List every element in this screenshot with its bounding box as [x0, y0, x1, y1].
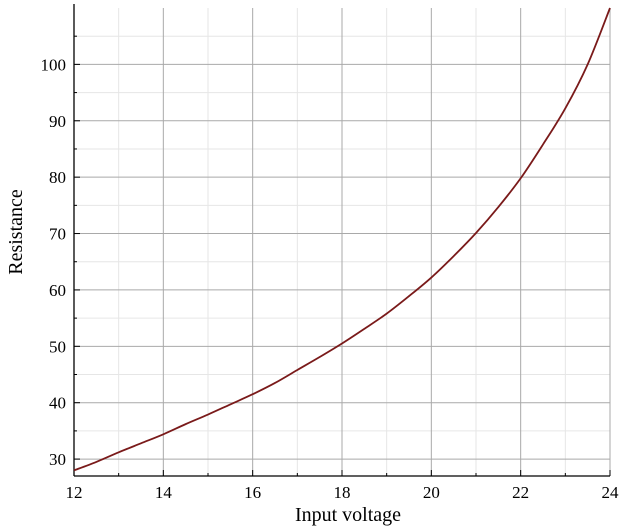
y-tick-label: 70 — [49, 225, 66, 244]
x-tick-label: 24 — [602, 483, 620, 502]
x-axis-title: Input voltage — [295, 504, 401, 526]
series-line — [73, 7, 611, 472]
series-group — [73, 7, 611, 472]
y-tick-label: 60 — [49, 281, 66, 300]
y-tick-label: 90 — [49, 112, 66, 131]
tick-marks — [73, 35, 611, 476]
tick-labels: 12 14 16 18 20 22 24 30 40 50 60 70 80 90 100 — [41, 55, 620, 502]
y-tick-label: 50 — [49, 337, 66, 356]
y-tick-label: 30 — [49, 450, 66, 469]
x-tick-label: 14 — [155, 483, 173, 502]
x-tick-label: 16 — [244, 483, 261, 502]
y-axis-title: Resistance — [5, 189, 27, 275]
y-tick-label: 100 — [41, 55, 67, 74]
x-tick-label: 18 — [334, 483, 351, 502]
x-tick-label: 22 — [512, 483, 529, 502]
major-grid — [74, 8, 611, 476]
y-tick-label: 80 — [49, 168, 66, 187]
x-tick-label: 12 — [66, 483, 83, 502]
y-tick-label: 40 — [49, 394, 66, 413]
x-tick-label: 20 — [423, 483, 440, 502]
